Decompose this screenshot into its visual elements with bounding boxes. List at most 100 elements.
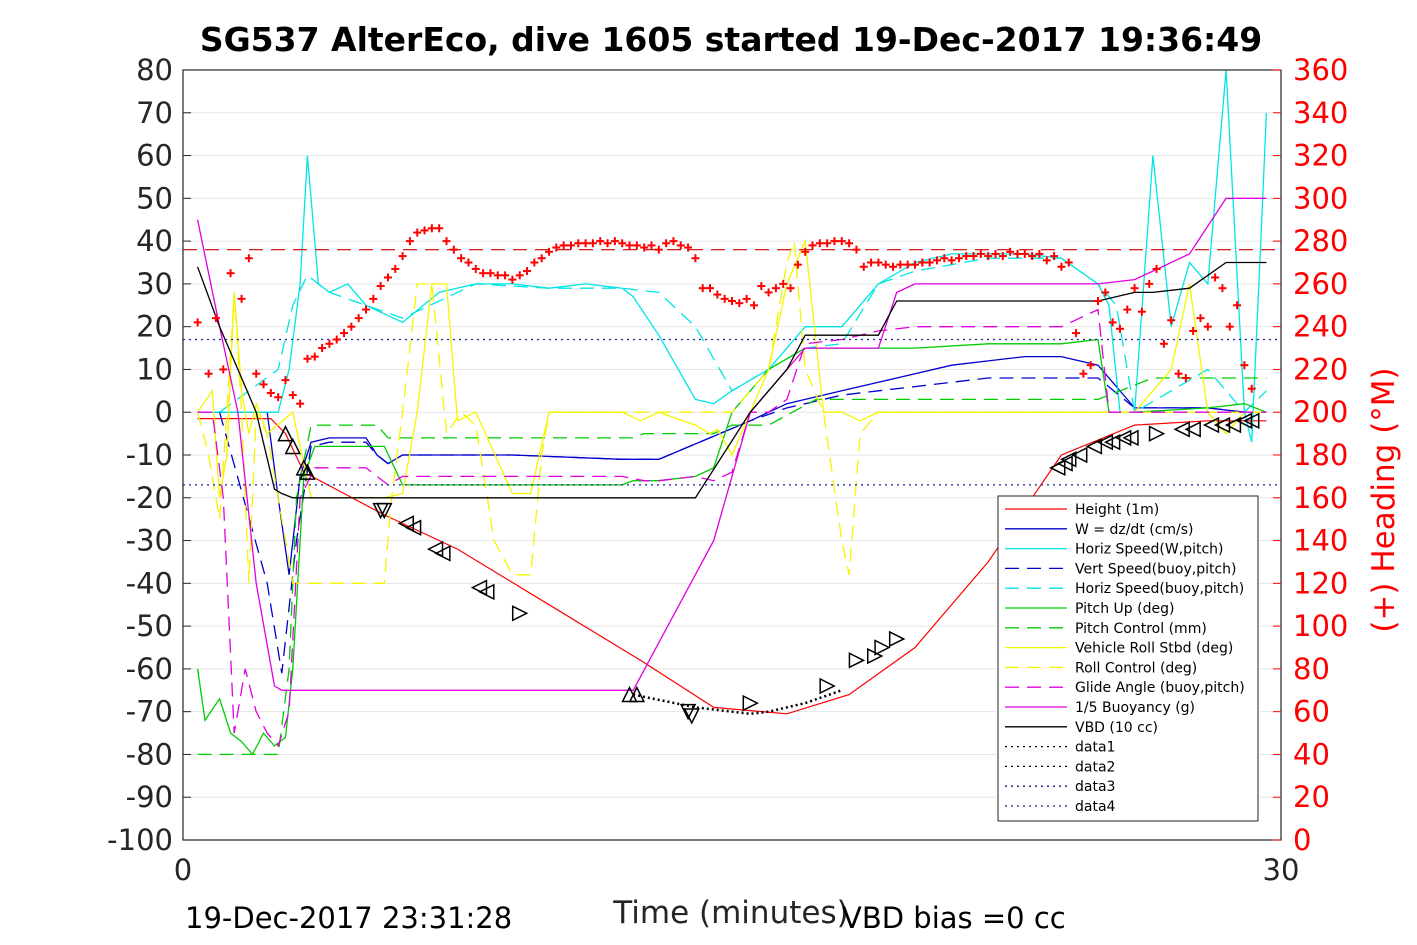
y-ticks-left: 80 70 60 50 40 30 20 10 0 -10 -20 -30 -40 -50 -60 -70 -8… [107, 53, 191, 857]
heading-point [1145, 279, 1154, 288]
y-tick-label-right: 80 [1293, 652, 1330, 686]
heading-point [1064, 258, 1073, 267]
heading-point [954, 254, 963, 263]
heading-point [815, 239, 824, 248]
heading-point [391, 264, 400, 273]
y-tick-label-right: 340 [1293, 96, 1348, 130]
heading-point [1020, 249, 1029, 258]
y-tick-label-left: 30 [136, 267, 173, 301]
heading-point [1086, 361, 1095, 370]
heading-point [347, 322, 356, 331]
heading-point [523, 267, 532, 276]
triangle-marker [299, 463, 316, 480]
series-line-buoy [196, 197, 1267, 691]
x-tick-label: 0 [174, 853, 192, 887]
heading-point [288, 391, 297, 400]
y-tick-label-right: 100 [1293, 609, 1348, 643]
y-tick-label-left: -90 [126, 780, 173, 814]
triangle-marker [1213, 416, 1231, 434]
heading-point [793, 260, 802, 269]
triangle-marker [426, 540, 444, 558]
heading-point [742, 294, 751, 303]
heading-point [1072, 329, 1081, 338]
heading-point [976, 249, 985, 258]
heading-point [669, 237, 678, 246]
heading-point [296, 399, 305, 408]
heading-point [984, 252, 993, 261]
heading-point [859, 262, 868, 271]
y-tick-label-left: -20 [126, 481, 173, 515]
legend: Height (1m) W = dz/dt (cm/s) Horiz Speed(W… [997, 495, 1259, 822]
triangle-marker [1056, 455, 1073, 472]
triangle-marker [1243, 412, 1260, 429]
triangle-marker [397, 515, 415, 532]
heading-point [281, 376, 290, 385]
heading-point [237, 294, 246, 303]
heading-point [720, 294, 729, 303]
heading-point [676, 241, 685, 250]
y-tick-label-left: 20 [136, 310, 173, 344]
y-tick-label-right: 160 [1293, 481, 1348, 515]
heading-point [574, 239, 583, 248]
y-tick-label-left: 80 [136, 53, 173, 87]
heading-point [837, 237, 846, 246]
triangle-marker [1103, 433, 1121, 451]
y-tick-label-right: 240 [1293, 310, 1348, 344]
legend-label-height: Height (1m) [1075, 502, 1159, 518]
heading-point [588, 239, 597, 248]
legend-label-data3: data3 [1075, 779, 1115, 795]
heading-point [226, 269, 235, 278]
heading-point [1218, 284, 1227, 293]
heading-point [369, 294, 378, 303]
y-tick-label-right: 60 [1293, 695, 1330, 729]
triangle-marker [1235, 412, 1253, 429]
heading-point [735, 299, 744, 308]
chart-title: SG537 AlterEco, dive 1605 started 19-Dec… [200, 20, 1262, 59]
heading-point [1130, 284, 1139, 293]
legend-label-roll_ctrl: Roll Control (deg) [1075, 660, 1197, 676]
legend-label-data2: data2 [1075, 759, 1115, 775]
y-axis-label-right: (+) Heading (°M) [1366, 367, 1402, 632]
triangle-marker [295, 459, 312, 476]
y-tick-label-left: -60 [126, 652, 173, 686]
triangle-marker [888, 630, 906, 648]
heading-point [1196, 314, 1205, 323]
heading-point [1233, 301, 1242, 310]
triangle-marker [1202, 416, 1220, 434]
heading-point [325, 339, 334, 348]
heading-point [515, 271, 524, 280]
y-ticks-right: 3603403203002802602402202001801601401201… [1273, 53, 1348, 857]
heading-point [889, 262, 898, 271]
heading-point [566, 241, 575, 250]
heading-point [493, 271, 502, 280]
y-tick-label-right: 140 [1293, 524, 1348, 558]
y-tick-label-right: 180 [1293, 438, 1348, 472]
heading-point [1181, 374, 1190, 382]
triangle-marker [683, 708, 700, 725]
series-line-vbd [196, 261, 1267, 499]
triangle-marker [1122, 429, 1139, 447]
y-tick-label-right: 300 [1293, 181, 1348, 215]
heading-point [204, 369, 213, 378]
heading-point [1240, 361, 1249, 370]
heading-point [779, 279, 788, 288]
triangle-marker [1096, 433, 1114, 451]
heading-point [713, 290, 722, 299]
heading-point [1042, 256, 1051, 265]
x-axis-label: Time (minutes) [612, 895, 848, 931]
heading-point [1115, 324, 1124, 333]
y-tick-label-left: 40 [136, 224, 173, 258]
heading-point [545, 247, 553, 256]
legend-label-buoy: 1/5 Buoyancy (g) [1075, 700, 1195, 716]
heading-point [918, 258, 927, 267]
series-line-height [197, 418, 1267, 715]
legend-label-horiz_w: Horiz Speed(W,pitch) [1075, 542, 1223, 558]
heading-point [1167, 316, 1176, 325]
heading-point [640, 243, 649, 252]
heading-point [1159, 339, 1168, 348]
heading-point [647, 241, 656, 250]
heading-point [383, 273, 392, 282]
triangle-marker [277, 424, 294, 442]
y-tick-label-left: -70 [126, 695, 173, 729]
heading-point [340, 329, 349, 338]
